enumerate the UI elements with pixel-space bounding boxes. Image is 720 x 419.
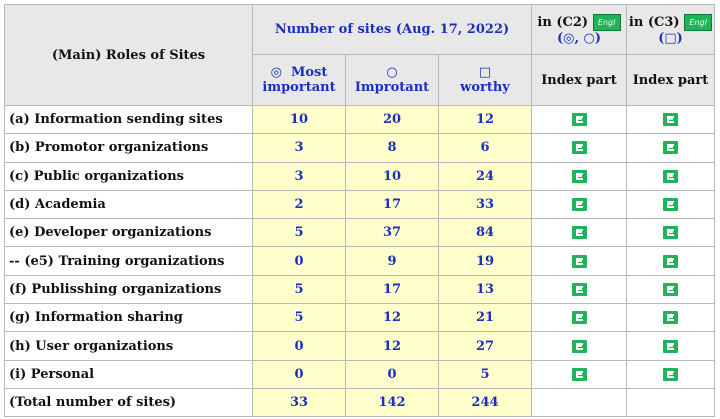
- c2-subtitle: (◎, ○): [556, 30, 602, 46]
- total-label: (Total number of sites): [4, 387, 253, 417]
- table-row: (a) Information sending sites 10 20 12: [4, 104, 715, 135]
- count-most-important: 5: [252, 274, 346, 305]
- count-worthy: 24: [438, 161, 532, 191]
- e-doc-icon[interactable]: [663, 367, 678, 381]
- count-worthy: 12: [438, 104, 532, 135]
- table-row: (i) Personal 0 0 5: [4, 359, 715, 389]
- count-most-important: 2: [252, 189, 346, 220]
- count-worthy: 6: [438, 133, 532, 163]
- table-row: (c) Public organizations 3 10 24: [4, 161, 715, 191]
- count-worthy: 27: [438, 331, 532, 361]
- index-part-c2: Index part: [531, 54, 627, 106]
- c3-header: in (C3) Engl (□): [626, 4, 715, 55]
- total-most: 33: [252, 387, 346, 417]
- count-important: 20: [345, 104, 439, 135]
- c2-header: in (C2) Engl (◎, ○): [531, 4, 627, 55]
- count-worthy: 13: [438, 274, 532, 305]
- e-doc-icon[interactable]: [571, 339, 587, 353]
- e-doc-icon[interactable]: [663, 254, 678, 268]
- count-most-important: 5: [252, 303, 346, 333]
- count-important: 37: [345, 218, 439, 248]
- count-important: 0: [345, 359, 439, 389]
- table-row: (h) User organizations 0 12 27: [4, 331, 715, 361]
- role-label: (c) Public organizations: [4, 161, 253, 191]
- role-label: (h) User organizations: [4, 331, 253, 361]
- role-label: -- (e5) Training organizations: [4, 246, 253, 276]
- e-doc-icon[interactable]: [571, 141, 587, 155]
- role-label: (a) Information sending sites: [4, 104, 253, 135]
- roles-header: (Main) Roles of Sites: [4, 4, 253, 106]
- count-most-important: 0: [252, 331, 346, 361]
- count-worthy: 19: [438, 246, 532, 276]
- table-row: (e) Developer organizations 5 37 84: [4, 218, 715, 248]
- count-worthy: 21: [438, 303, 532, 333]
- count-most-important: 3: [252, 161, 346, 191]
- e-doc-icon[interactable]: [663, 282, 678, 296]
- total-worthy: 244: [438, 387, 532, 417]
- c3-subtitle: (□): [658, 30, 683, 46]
- e-doc-icon[interactable]: [663, 113, 678, 127]
- table-row: (g) Information sharing 5 12 21: [4, 303, 715, 333]
- count-worthy: 5: [438, 359, 532, 389]
- count-worthy: 33: [438, 189, 532, 220]
- sites-table: (Main) Roles of Sites Number of sites (A…: [4, 4, 715, 417]
- role-label: (b) Promotor organizations: [4, 133, 253, 163]
- role-label: (i) Personal: [4, 359, 253, 389]
- e-doc-icon[interactable]: [663, 226, 678, 240]
- col-most-important: ◎ Most important: [252, 54, 346, 106]
- e-doc-icon[interactable]: [663, 141, 678, 155]
- table-row: (d) Academia 2 17 33: [4, 189, 715, 220]
- table-row: -- (e5) Training organizations 0 9 19: [4, 246, 715, 276]
- e-doc-icon[interactable]: [571, 198, 587, 212]
- e-doc-icon[interactable]: [571, 311, 587, 325]
- e-doc-icon[interactable]: [571, 282, 587, 296]
- count-most-important: 0: [252, 359, 346, 389]
- engl-badge-icon[interactable]: Engl: [684, 13, 713, 31]
- e-doc-icon[interactable]: [663, 169, 678, 183]
- sites-header: Number of sites (Aug. 17, 2022): [252, 4, 532, 55]
- count-worthy: 84: [438, 218, 532, 248]
- index-part-c3: Index part: [626, 54, 715, 106]
- e-doc-icon[interactable]: [663, 198, 678, 212]
- e-doc-icon[interactable]: [571, 169, 587, 183]
- total-row: (Total number of sites) 33 142 244: [4, 387, 715, 417]
- role-label: (e) Developer organizations: [4, 218, 253, 248]
- count-most-important: 5: [252, 218, 346, 248]
- e-doc-icon[interactable]: [663, 339, 678, 353]
- count-most-important: 3: [252, 133, 346, 163]
- count-important: 8: [345, 133, 439, 163]
- table-row: (f) Publisshing organizations 5 17 13: [4, 274, 715, 305]
- e-doc-icon[interactable]: [663, 311, 678, 325]
- count-important: 12: [345, 331, 439, 361]
- col-worthy: □ worthy: [438, 54, 532, 106]
- e-doc-icon[interactable]: [571, 226, 587, 240]
- e-doc-icon[interactable]: [571, 367, 587, 381]
- count-important: 9: [345, 246, 439, 276]
- count-important: 17: [345, 274, 439, 305]
- count-important: 12: [345, 303, 439, 333]
- total-important: 142: [345, 387, 439, 417]
- col-important: ○ Improtant: [345, 54, 439, 106]
- role-label: (g) Information sharing: [4, 303, 253, 333]
- e-doc-icon[interactable]: [571, 254, 587, 268]
- count-most-important: 0: [252, 246, 346, 276]
- count-important: 17: [345, 189, 439, 220]
- count-important: 10: [345, 161, 439, 191]
- engl-badge-icon[interactable]: Engl: [592, 13, 621, 31]
- role-label: (d) Academia: [4, 189, 253, 220]
- count-most-important: 10: [252, 104, 346, 135]
- table-row: (b) Promotor organizations 3 8 6: [4, 133, 715, 163]
- role-label: (f) Publisshing organizations: [4, 274, 253, 305]
- e-doc-icon[interactable]: [571, 113, 587, 127]
